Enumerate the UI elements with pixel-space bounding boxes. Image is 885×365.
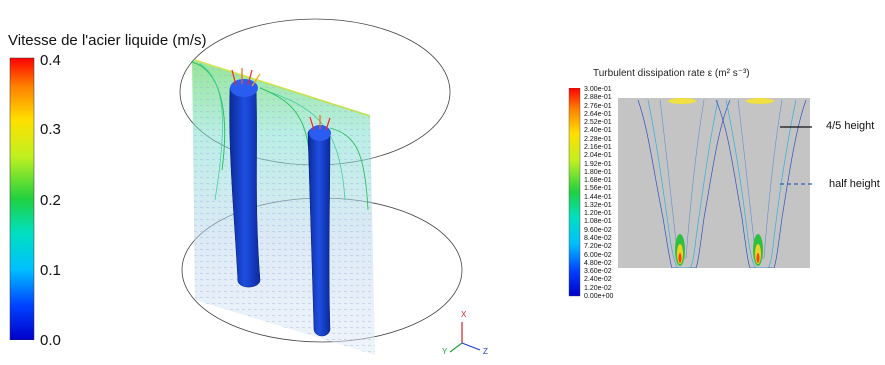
velocity-tick-0-0: 0.0 [40, 332, 61, 349]
dissipation-tick: 2.64e-01 [584, 111, 612, 118]
axis-x-label: X [461, 310, 466, 319]
dissipation-colorbar-title: Turbulent dissipation rate ε (m² s⁻³) [593, 68, 750, 79]
flow-3d-rendering [170, 0, 500, 365]
dissipation-tick: 1.68e-01 [584, 177, 612, 184]
half-height-label: half height [829, 178, 880, 190]
dissipation-tick: 1.20e-02 [584, 285, 612, 292]
nozzle-1-top [230, 79, 258, 97]
velocity-colorbar [0, 50, 40, 340]
plume-2-bottom-peak [757, 253, 760, 263]
dissipation-tick: 2.76e-01 [584, 103, 612, 110]
dissipation-tick: 0.00e+00 [584, 293, 613, 300]
velocity-tick-0-4: 0.4 [40, 52, 61, 69]
dissipation-tick: 1.44e-01 [584, 194, 612, 201]
plume-2-top-hot [746, 98, 774, 104]
four-fifths-height-label: 4/5 height [826, 120, 874, 132]
axis-triad [450, 322, 480, 352]
vector-plane-texture [192, 60, 375, 355]
dissipation-tick: 2.04e-01 [584, 152, 612, 159]
dissipation-tick: 1.80e-01 [584, 169, 612, 176]
plume-1-bottom-peak [679, 253, 682, 263]
dissipation-tick: 2.28e-01 [584, 136, 612, 143]
dissipation-tick: 2.88e-01 [584, 94, 612, 101]
dissipation-tick: 3.00e-01 [584, 86, 612, 93]
dissipation-tick: 2.40e-02 [584, 276, 612, 283]
dissipation-tick: 6.00e-02 [584, 252, 612, 259]
dissipation-tick: 1.32e-01 [584, 202, 612, 209]
dissipation-tick: 1.20e-01 [584, 210, 612, 217]
dissipation-tick: 2.16e-01 [584, 144, 612, 151]
axis-z-label: Z [483, 347, 488, 356]
dissipation-tick: 1.08e-01 [584, 218, 612, 225]
axis-y-label: Y [442, 347, 447, 356]
velocity-tick-0-2: 0.2 [40, 192, 61, 209]
dissipation-colorbar [568, 88, 582, 298]
dissipation-tick: 2.40e-01 [584, 127, 612, 134]
dissipation-tick: 8.40e-02 [584, 235, 612, 242]
dissipation-tick: 1.92e-01 [584, 161, 612, 168]
plume-1-top-hot [668, 98, 696, 104]
velocity-tick-0-3: 0.3 [40, 121, 61, 138]
dissipation-tick: 9.60e-02 [584, 227, 612, 234]
dissipation-tick: 1.56e-01 [584, 185, 612, 192]
velocity-tick-0-1: 0.1 [40, 262, 61, 279]
dissipation-tick: 7.20e-02 [584, 243, 612, 250]
dissipation-tick: 3.60e-02 [584, 268, 612, 275]
dissipation-tick: 4.80e-02 [584, 260, 612, 267]
dissipation-tick: 2.52e-01 [584, 119, 612, 126]
